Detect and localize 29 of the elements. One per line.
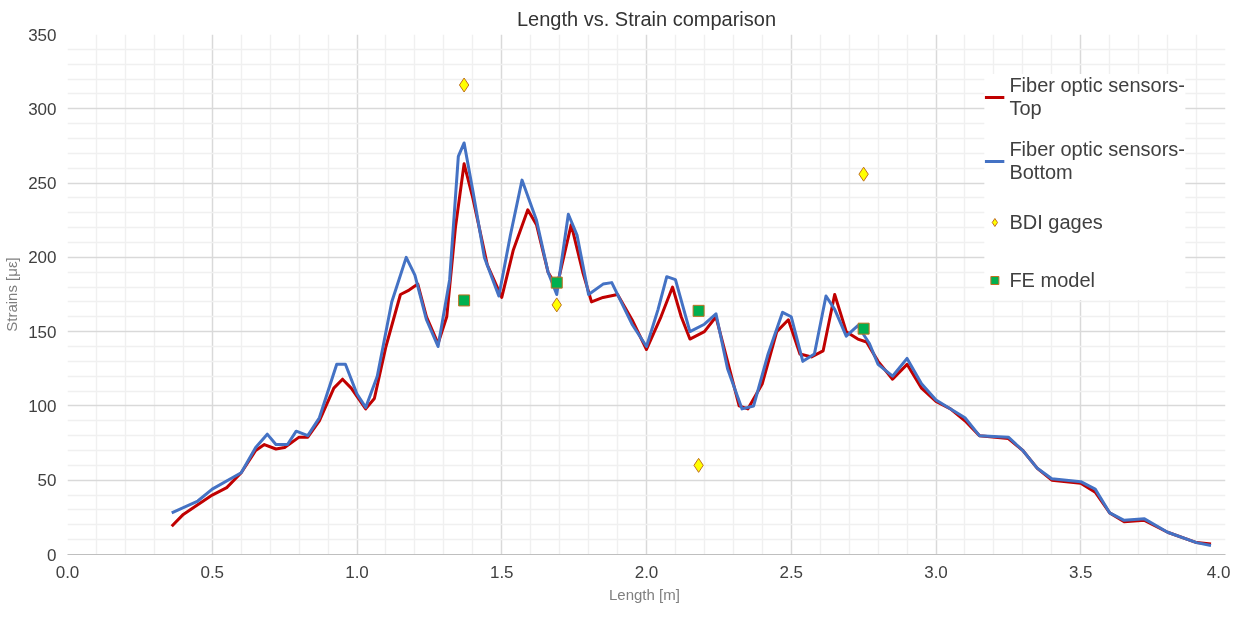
legend-label: FE model [1009,267,1095,293]
x-tick-label: 3.0 [924,562,948,582]
x-tick-label: 0.5 [200,562,225,582]
legend-label: Fiber optic sensors-Bottom [1009,138,1185,184]
chart-title: Length vs. Strain comparison [516,7,777,30]
y-tick-label: 100 [28,396,57,416]
point [458,77,470,93]
x-tick-label: 2.0 [634,562,659,582]
y-tick-label: 150 [28,322,57,342]
point [857,322,870,335]
x-tick-label: 4.0 [1206,562,1231,582]
x-axis-title: Length [m] [608,585,680,603]
x-tick-label: 3.5 [1068,562,1093,582]
x-tick-label: 1.5 [489,562,514,582]
y-tick-label: 0 [47,545,57,565]
y-tick-label: 50 [37,471,57,491]
legend-label: Fiber optic sensors-Top [1009,74,1185,120]
y-axis-title: Strains [με] [3,257,21,332]
y-tick-label: 250 [28,174,57,194]
point [458,294,471,307]
legend-label: BDI gages [1009,209,1103,235]
point [550,276,563,289]
point [692,304,705,317]
y-tick-label: 300 [28,99,57,119]
x-tick-label: 0.0 [55,562,80,582]
x-tick-label: 1.0 [345,562,369,582]
y-tick-label: 200 [28,248,57,268]
x-tick-label: 2.5 [779,562,804,582]
y-tick-label: 350 [28,25,57,45]
